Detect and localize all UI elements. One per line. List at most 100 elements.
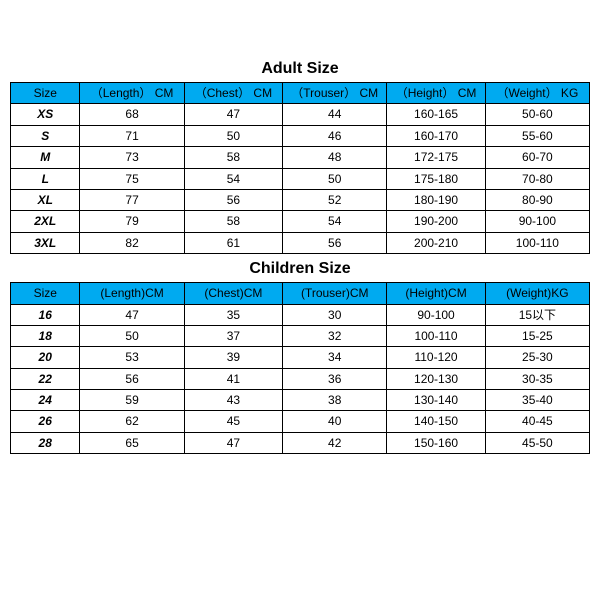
- adult-size-cell: M: [11, 147, 80, 168]
- adult-size-cell: 3XL: [11, 232, 80, 253]
- table-row: 20533934110-12025-30: [11, 347, 590, 368]
- children-size-table: Size(Length)CM(Chest)CM(Trouser)CM(Heigh…: [10, 282, 590, 454]
- adult-value-cell: 54: [283, 211, 387, 232]
- adult-tbody: XS684744160-16550-60S715046160-17055-60M…: [11, 104, 590, 254]
- children-header-row: Size(Length)CM(Chest)CM(Trouser)CM(Heigh…: [11, 283, 590, 304]
- table-row: 24594338130-14035-40: [11, 390, 590, 411]
- adult-value-cell: 190-200: [387, 211, 485, 232]
- children-value-cell: 65: [80, 432, 184, 453]
- adult-value-cell: 61: [184, 232, 282, 253]
- adult-value-cell: 55-60: [485, 125, 589, 146]
- children-value-cell: 30: [283, 304, 387, 325]
- children-value-cell: 100-110: [387, 325, 485, 346]
- children-col-header: (Chest)CM: [184, 283, 282, 304]
- adult-col-header: （Weight） KG: [485, 83, 589, 104]
- children-value-cell: 35-40: [485, 390, 589, 411]
- children-col-header: (Trouser)CM: [283, 283, 387, 304]
- adult-value-cell: 73: [80, 147, 184, 168]
- table-row: 1647353090-10015以下: [11, 304, 590, 325]
- adult-value-cell: 80-90: [485, 189, 589, 210]
- adult-size-cell: XL: [11, 189, 80, 210]
- children-value-cell: 38: [283, 390, 387, 411]
- adult-value-cell: 58: [184, 211, 282, 232]
- adult-value-cell: 100-110: [485, 232, 589, 253]
- adult-value-cell: 160-165: [387, 104, 485, 125]
- children-value-cell: 25-30: [485, 347, 589, 368]
- children-value-cell: 40: [283, 411, 387, 432]
- adult-value-cell: 44: [283, 104, 387, 125]
- adult-col-header: （Trouser） CM: [283, 83, 387, 104]
- adult-value-cell: 50-60: [485, 104, 589, 125]
- adult-value-cell: 71: [80, 125, 184, 146]
- adult-value-cell: 60-70: [485, 147, 589, 168]
- adult-value-cell: 68: [80, 104, 184, 125]
- adult-value-cell: 79: [80, 211, 184, 232]
- adult-size-table: Size（Length） CM（Chest） CM（Trouser） CM（He…: [10, 82, 590, 254]
- children-value-cell: 43: [184, 390, 282, 411]
- adult-value-cell: 82: [80, 232, 184, 253]
- adult-value-cell: 90-100: [485, 211, 589, 232]
- adult-value-cell: 52: [283, 189, 387, 210]
- adult-value-cell: 54: [184, 168, 282, 189]
- children-value-cell: 62: [80, 411, 184, 432]
- adult-value-cell: 77: [80, 189, 184, 210]
- children-value-cell: 32: [283, 325, 387, 346]
- children-value-cell: 36: [283, 368, 387, 389]
- children-value-cell: 30-35: [485, 368, 589, 389]
- children-value-cell: 39: [184, 347, 282, 368]
- children-size-cell: 24: [11, 390, 80, 411]
- adult-col-header: （Length） CM: [80, 83, 184, 104]
- children-value-cell: 35: [184, 304, 282, 325]
- children-value-cell: 45: [184, 411, 282, 432]
- children-value-cell: 42: [283, 432, 387, 453]
- table-row: XL775652180-19080-90: [11, 189, 590, 210]
- adult-value-cell: 200-210: [387, 232, 485, 253]
- children-size-cell: 26: [11, 411, 80, 432]
- adult-value-cell: 160-170: [387, 125, 485, 146]
- children-size-cell: 22: [11, 368, 80, 389]
- children-col-header: Size: [11, 283, 80, 304]
- adult-value-cell: 46: [283, 125, 387, 146]
- adult-value-cell: 180-190: [387, 189, 485, 210]
- children-value-cell: 41: [184, 368, 282, 389]
- adult-size-title: Adult Size: [10, 60, 590, 78]
- children-value-cell: 53: [80, 347, 184, 368]
- children-value-cell: 50: [80, 325, 184, 346]
- children-col-header: (Height)CM: [387, 283, 485, 304]
- children-size-cell: 20: [11, 347, 80, 368]
- adult-value-cell: 47: [184, 104, 282, 125]
- children-value-cell: 45-50: [485, 432, 589, 453]
- children-value-cell: 140-150: [387, 411, 485, 432]
- adult-value-cell: 48: [283, 147, 387, 168]
- adult-col-header: （Chest） CM: [184, 83, 282, 104]
- children-value-cell: 90-100: [387, 304, 485, 325]
- adult-size-cell: L: [11, 168, 80, 189]
- children-value-cell: 56: [80, 368, 184, 389]
- adult-value-cell: 58: [184, 147, 282, 168]
- table-row: 22564136120-13030-35: [11, 368, 590, 389]
- adult-value-cell: 172-175: [387, 147, 485, 168]
- children-value-cell: 15以下: [485, 304, 589, 325]
- adult-col-header: （Height） CM: [387, 83, 485, 104]
- table-row: XS684744160-16550-60: [11, 104, 590, 125]
- adult-thead: Size（Length） CM（Chest） CM（Trouser） CM（He…: [11, 83, 590, 104]
- table-row: L755450175-18070-80: [11, 168, 590, 189]
- adult-value-cell: 175-180: [387, 168, 485, 189]
- children-value-cell: 130-140: [387, 390, 485, 411]
- children-value-cell: 37: [184, 325, 282, 346]
- children-value-cell: 120-130: [387, 368, 485, 389]
- children-size-cell: 28: [11, 432, 80, 453]
- table-row: 2XL795854190-20090-100: [11, 211, 590, 232]
- table-row: 18503732100-11015-25: [11, 325, 590, 346]
- adult-col-header: Size: [11, 83, 80, 104]
- children-tbody: 1647353090-10015以下18503732100-11015-2520…: [11, 304, 590, 454]
- adult-value-cell: 70-80: [485, 168, 589, 189]
- table-row: 3XL826156200-210100-110: [11, 232, 590, 253]
- children-value-cell: 15-25: [485, 325, 589, 346]
- adult-size-cell: XS: [11, 104, 80, 125]
- table-row: 28654742150-16045-50: [11, 432, 590, 453]
- children-col-header: (Length)CM: [80, 283, 184, 304]
- children-value-cell: 40-45: [485, 411, 589, 432]
- children-value-cell: 150-160: [387, 432, 485, 453]
- adult-value-cell: 56: [184, 189, 282, 210]
